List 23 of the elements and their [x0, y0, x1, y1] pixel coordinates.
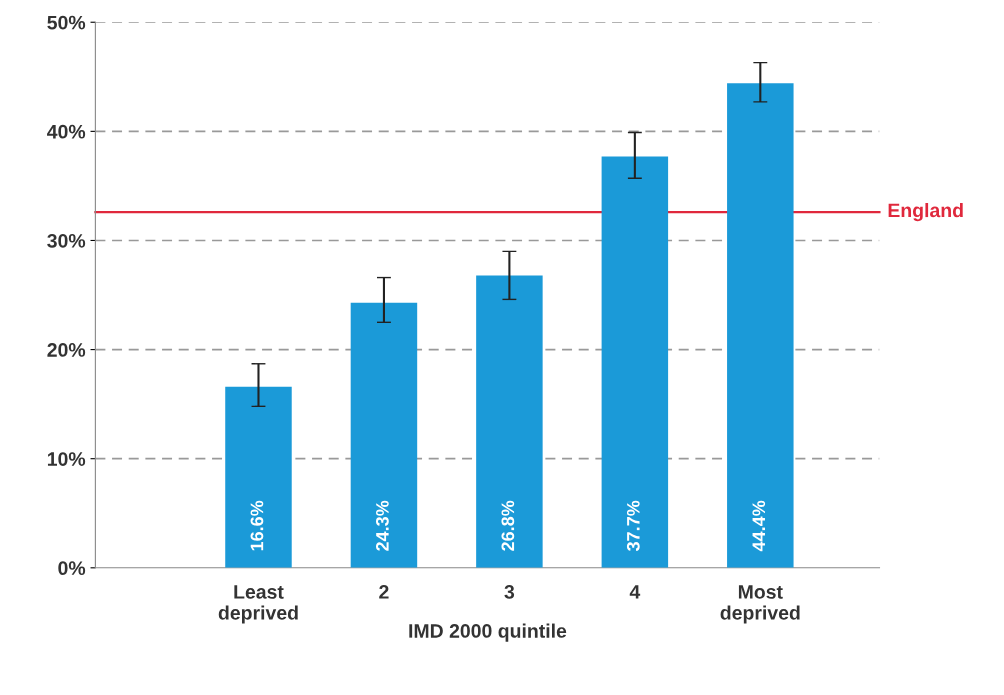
ref-line-label: England	[888, 202, 963, 222]
bar	[225, 386, 292, 568]
y-tick-label: 10%	[47, 452, 86, 466]
bar	[601, 156, 669, 568]
bar	[476, 275, 543, 568]
bar	[727, 83, 794, 568]
bar	[350, 302, 418, 568]
x-tick-label: Most deprived	[720, 585, 800, 624]
x-tick-label: 2	[379, 585, 389, 599]
y-tick-label: 20%	[47, 343, 86, 357]
y-tick-label: 0%	[58, 561, 86, 576]
y-tick-label: 40%	[47, 124, 86, 139]
y-tick-label: 50%	[47, 15, 86, 30]
data-label: 37.7%	[626, 500, 640, 552]
x-axis-title: IMD 2000 quintile	[409, 623, 567, 642]
x-tick-label: 4	[629, 585, 641, 599]
data-label: 16.6%	[250, 500, 264, 551]
data-label: 24.3%	[376, 500, 389, 551]
data-label: 26.8%	[501, 500, 515, 551]
x-tick-label: 3	[504, 585, 515, 599]
data-label: 44.4%	[752, 500, 766, 552]
x-tick-label: Least deprived	[218, 585, 298, 624]
y-tick-label: 30%	[47, 233, 86, 248]
